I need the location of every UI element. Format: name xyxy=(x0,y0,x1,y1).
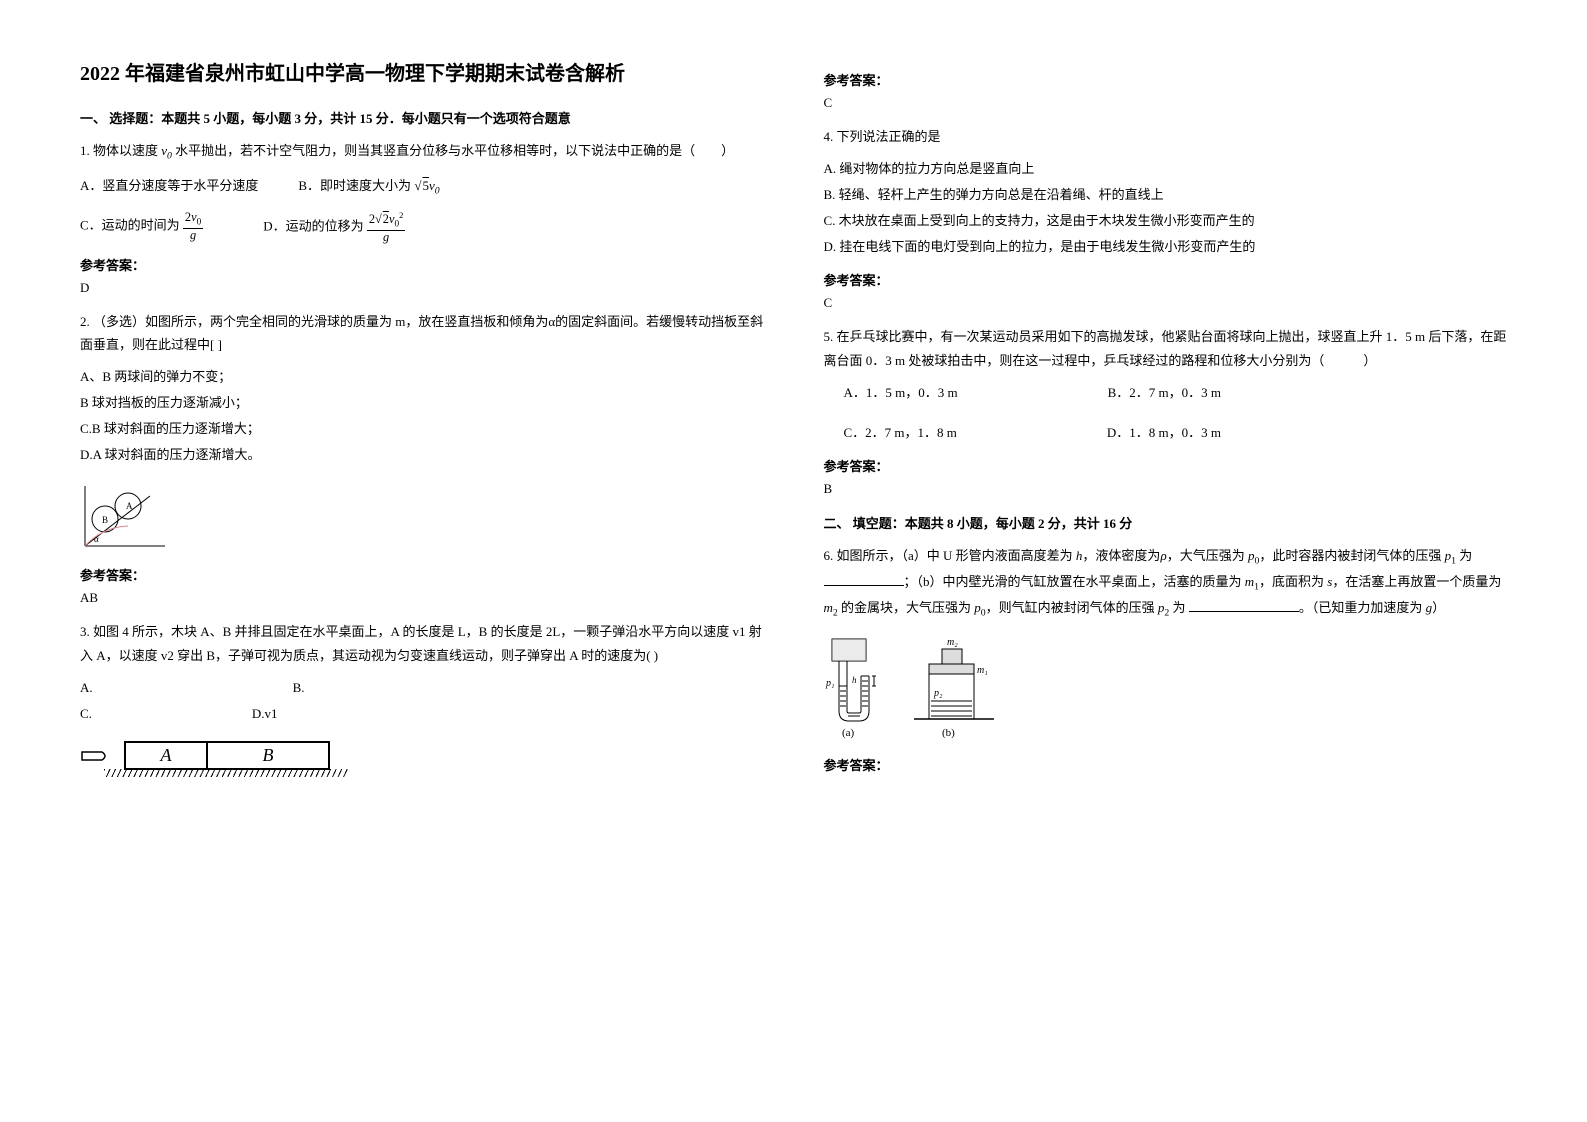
q2-optD: D.A 球对斜面的压力逐渐增大。 xyxy=(80,442,764,468)
q1-stem-text1: 1. 物体以速度 xyxy=(80,143,161,158)
q6-t9: 的金属块，大气压强为 xyxy=(838,600,975,615)
q4-optB: B. 轻绳、轻杆上产生的弹力方向总是在沿着绳、杆的直线上 xyxy=(824,182,1508,208)
q2-optA: A、B 两球间的弹力不变； xyxy=(80,364,764,390)
q1-stem-text2: 水平抛出，若不计空气阻力，则当其竖直分位移与水平位移相等时，以下说法中正确的是（… xyxy=(172,143,734,158)
q2-fig-A: A xyxy=(126,501,133,511)
q5-optD: D．1．8 m，0．3 m xyxy=(1107,420,1221,446)
q6-fig-m2: m₂ xyxy=(947,637,958,648)
q1-answer-label: 参考答案： xyxy=(80,255,764,274)
q3-answer: C xyxy=(824,95,1508,111)
q3-options: A. B. C. D.v1 xyxy=(80,675,764,727)
q3-figure: A B xyxy=(80,735,764,777)
q1-optD-pre: D．运动的位移为 xyxy=(263,219,367,234)
right-column: 参考答案： C 4. 下列说法正确的是 A. 绳对物体的拉力方向总是竖直向上 B… xyxy=(824,60,1508,785)
q6-stem: 6. 如图所示，（a）中 U 形管内液面高度差为 h，液体密度为ρ，大气压强为 … xyxy=(824,544,1508,622)
q2-fig-alpha: α xyxy=(94,534,99,544)
q6-t2: ，液体密度为 xyxy=(1082,548,1160,563)
q6-t5: 为 xyxy=(1456,548,1472,563)
q1-stem: 1. 物体以速度 v0 水平抛出，若不计空气阻力，则当其竖直分位移与水平位移相等… xyxy=(80,139,764,165)
q6-t3: ，大气压强为 xyxy=(1167,548,1248,563)
q4-optD: D. 挂在电线下面的电灯受到向上的拉力，是由于电线发生微小形变而产生的 xyxy=(824,234,1508,260)
q3-fig-A: A xyxy=(126,743,208,768)
q1-optD: D．运动的位移为 2√2v02g xyxy=(263,211,405,244)
page-root: 2022 年福建省泉州市虹山中学高一物理下学期期末试卷含解析 一、 选择题：本题… xyxy=(0,0,1587,825)
q2-optC: C.B 球对斜面的压力逐渐增大； xyxy=(80,416,764,442)
q1-optB-pre: B．即时速度大小为 xyxy=(298,178,414,193)
q3-answer-label: 参考答案： xyxy=(824,70,1508,89)
q6-t13: ） xyxy=(1432,600,1445,615)
q6-t8: ，在活塞上再放置一个质量为 xyxy=(1332,574,1501,589)
q3-optD: D.v1 xyxy=(252,701,278,727)
q6-t11: 为 xyxy=(1169,600,1185,615)
q4-options: A. 绳对物体的拉力方向总是竖直向上 B. 轻绳、轻杆上产生的弹力方向总是在沿着… xyxy=(824,156,1508,260)
q5-answer-label: 参考答案： xyxy=(824,456,1508,475)
q3-optC: C. xyxy=(80,701,92,727)
q4-answer-label: 参考答案： xyxy=(824,270,1508,289)
q6-fig-p2: p₂ xyxy=(933,688,943,699)
q2-stem: 2. （多选）如图所示，两个完全相同的光滑球的质量为 m，放在竖直挡板和倾角为α… xyxy=(80,310,764,357)
q1-answer: D xyxy=(80,280,764,296)
q1-optC: C．运动的时间为 2v0g xyxy=(80,211,203,244)
q6-fig-h: h xyxy=(852,675,857,685)
q5-optC: C．2．7 m，1．8 m xyxy=(844,420,957,446)
q2-options: A、B 两球间的弹力不变； B 球对挡板的压力逐渐减小； C.B 球对斜面的压力… xyxy=(80,364,764,468)
q2-figure: A B α xyxy=(80,476,764,555)
q2-fig-B: B xyxy=(102,515,108,525)
q5-stem: 5. 在乒乓球比赛中，有一次某运动员采用如下的高抛发球，他紧贴台面将球向上抛出，… xyxy=(824,325,1508,372)
q2-answer: AB xyxy=(80,590,764,606)
q6-blank2 xyxy=(1189,598,1299,612)
q1-v0: v0 xyxy=(161,143,172,158)
q5-optB: B．2．7 m，0．3 m xyxy=(1108,380,1221,406)
q6-t7: ，底面积为 xyxy=(1259,574,1327,589)
bullet-icon xyxy=(80,750,110,762)
doc-title: 2022 年福建省泉州市虹山中学高一物理下学期期末试卷含解析 xyxy=(80,60,764,88)
q6-t6: ；（b）中内壁光滑的气缸放置在水平桌面上，活塞的质量为 xyxy=(904,574,1245,589)
q6-fig-p1: p₁ xyxy=(825,678,834,689)
q5-optA: A．1．5 m，0．3 m xyxy=(844,380,958,406)
q3-fig-B: B xyxy=(208,743,328,768)
section-2-heading: 二、 填空题：本题共 8 小题，每小题 2 分，共计 16 分 xyxy=(824,513,1508,532)
q1-optB: B．即时速度大小为 √5v0 xyxy=(298,173,439,201)
q2-answer-label: 参考答案： xyxy=(80,565,764,584)
q6-t12: 。（已知重力加速度为 xyxy=(1299,600,1426,615)
q2-optB: B 球对挡板的压力逐渐减小； xyxy=(80,390,764,416)
q3-optB: B. xyxy=(293,675,305,701)
q6-t4: ，此时容器内被封闭气体的压强 xyxy=(1259,548,1444,563)
q6-fig-b-label: (b) xyxy=(942,727,955,739)
q6-answer-label: 参考答案： xyxy=(824,755,1508,774)
q1-options: A．竖直分速度等于水平分速度 B．即时速度大小为 √5v0 C．运动的时间为 2… xyxy=(80,173,764,244)
q1-optC-pre: C．运动的时间为 xyxy=(80,218,183,233)
q6-figure: p₁ h (a) p₂ m₁ m₂ (b) xyxy=(824,631,1508,745)
q6-fig-a-label: (a) xyxy=(842,727,855,739)
q6-blank1 xyxy=(824,572,904,586)
q4-optC: C. 木块放在桌面上受到向上的支持力，这是由于木块发生微小形变而产生的 xyxy=(824,208,1508,234)
q3-stem: 3. 如图 4 所示，木块 A、B 并排且固定在水平桌面上，A 的长度是 L，B… xyxy=(80,620,764,667)
q6-fig-m1: m₁ xyxy=(977,665,988,676)
q6-t10: ，则气缸内被封闭气体的压强 xyxy=(986,600,1158,615)
left-column: 2022 年福建省泉州市虹山中学高一物理下学期期末试卷含解析 一、 选择题：本题… xyxy=(80,60,764,785)
q4-answer: C xyxy=(824,295,1508,311)
q1-optA: A．竖直分速度等于水平分速度 xyxy=(80,173,258,201)
q5-options: A．1．5 m，0．3 m B．2．7 m，0．3 m C．2．7 m，1．8 … xyxy=(824,380,1508,446)
q4-stem: 4. 下列说法正确的是 xyxy=(824,125,1508,148)
q4-optA: A. 绳对物体的拉力方向总是竖直向上 xyxy=(824,156,1508,182)
q3-optA: A. xyxy=(80,675,93,701)
q6-t1: 6. 如图所示，（a）中 U 形管内液面高度差为 xyxy=(824,548,1076,563)
q5-answer: B xyxy=(824,481,1508,497)
section-1-heading: 一、 选择题：本题共 5 小题，每小题 3 分，共计 15 分．每小题只有一个选… xyxy=(80,108,764,127)
